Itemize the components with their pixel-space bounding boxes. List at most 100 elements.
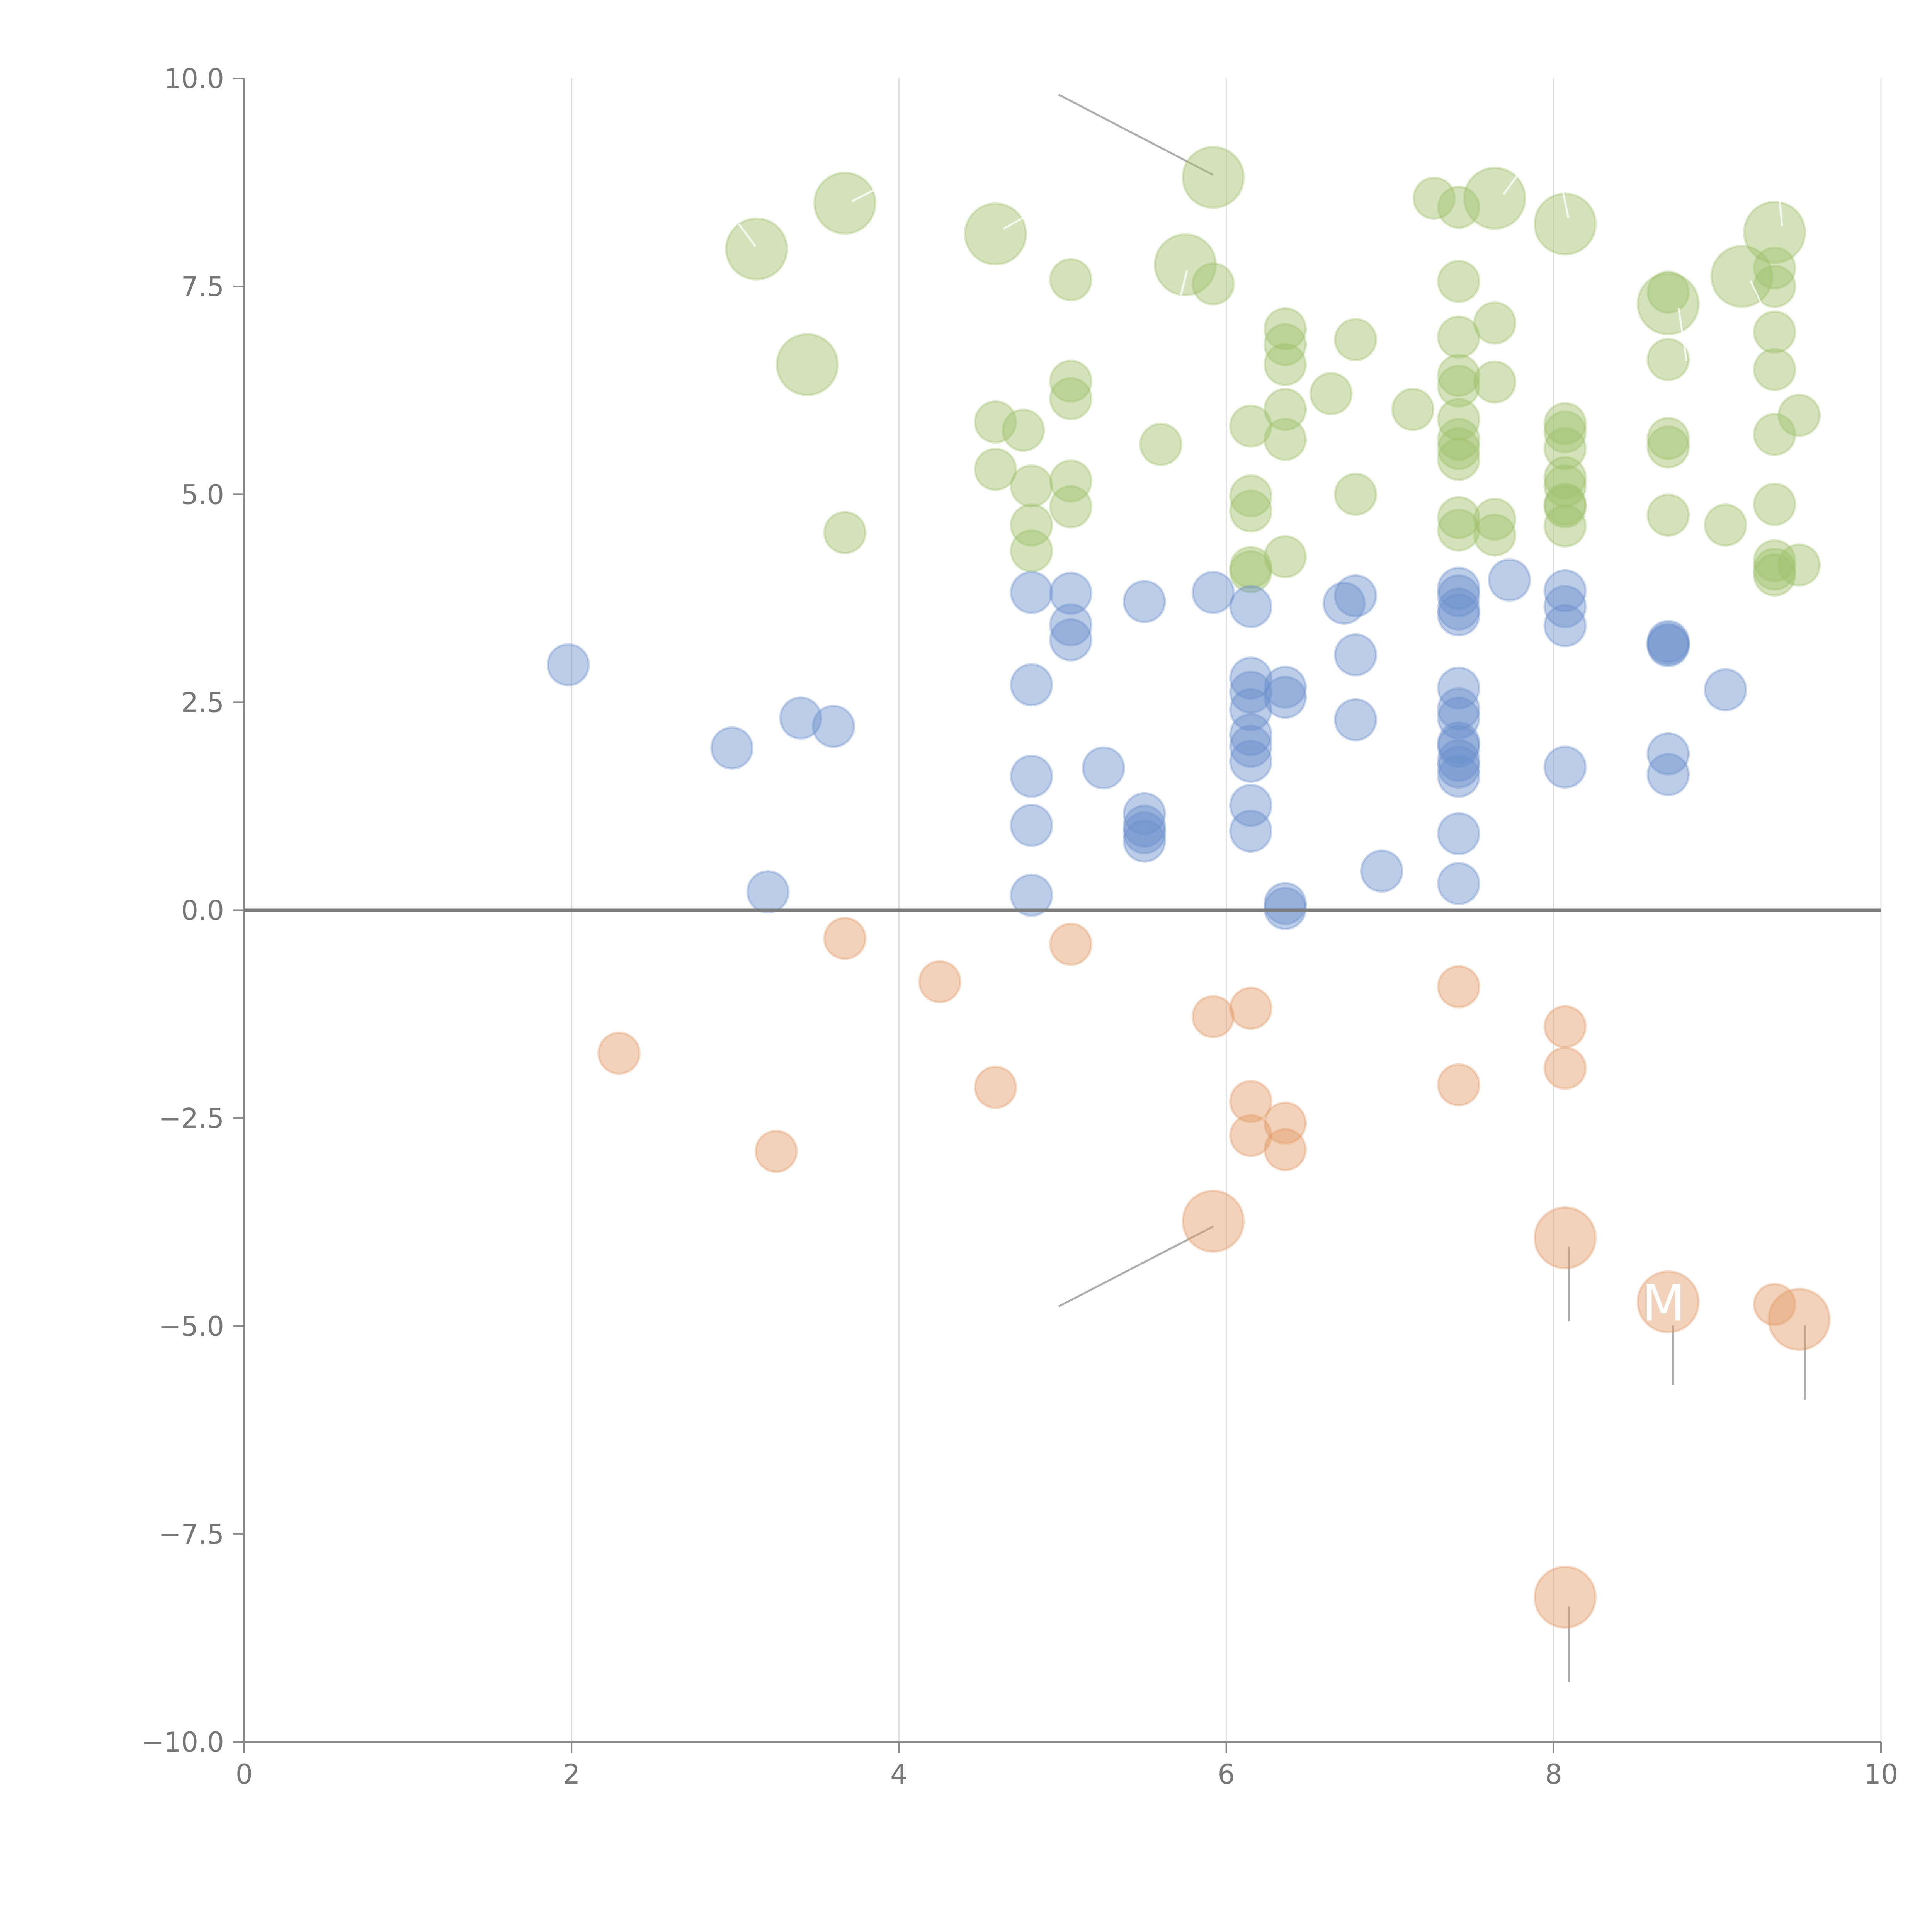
data-point-positive — [1543, 485, 1587, 529]
callout-line — [1749, 280, 1763, 306]
data-point-positive — [1437, 427, 1481, 470]
data-point-positive — [1229, 489, 1273, 533]
data-point-neutral — [1264, 675, 1307, 719]
y-tick-label: 0.0 — [181, 895, 224, 927]
data-point-neutral — [1334, 574, 1378, 617]
data-point-positive — [1264, 535, 1307, 578]
callout-line — [1778, 196, 1783, 227]
data-point-neutral — [1049, 618, 1093, 662]
data-point-neutral — [1437, 566, 1481, 610]
data-point-positive — [1473, 301, 1517, 345]
data-point-neutral — [1334, 633, 1378, 677]
data-point-neutral — [1334, 698, 1378, 742]
data-point-positive — [1543, 504, 1587, 548]
data-point-positive — [974, 400, 1017, 444]
data-point-positive — [1473, 360, 1517, 404]
callout-line — [1562, 192, 1570, 218]
data-point-positive — [1704, 503, 1747, 547]
data-point-neutral — [1229, 724, 1273, 768]
data-point-neutral — [1010, 754, 1053, 798]
data-point-negative — [1264, 1101, 1307, 1145]
y-tick-label: −10.0 — [141, 1726, 224, 1758]
data-point-neutral — [1437, 812, 1481, 855]
data-point-positive — [1264, 343, 1307, 386]
data-point-neutral — [1010, 873, 1053, 917]
data-point-negative — [1533, 1565, 1597, 1629]
data-point-neutral — [1229, 810, 1273, 853]
data-point-positive — [1753, 548, 1796, 591]
data-point-negative — [1229, 986, 1273, 1030]
data-point-neutral — [1437, 745, 1481, 789]
data-point-negative — [1229, 1080, 1273, 1123]
axes: 0 2 4 6 8 10 10.0 7.5 5.0 2.5 0.0 −2.5 −5.0 −7.5 −10.0 — [141, 63, 1898, 1790]
data-point-neutral — [546, 643, 590, 687]
data-point-positive — [1533, 192, 1597, 256]
data-point-positive — [1543, 483, 1587, 526]
data-point-positive — [1463, 167, 1526, 230]
data-point-positive — [1334, 473, 1378, 516]
data-point-neutral — [1010, 663, 1053, 707]
data-point-positive — [1437, 437, 1481, 481]
data-point-neutral — [1543, 585, 1587, 628]
data-point-positive — [1049, 258, 1093, 301]
data-point-neutral — [1122, 819, 1166, 863]
data-point-negative — [1533, 1206, 1597, 1270]
data-point-positive — [1753, 246, 1796, 290]
data-point-negative — [823, 917, 867, 960]
bubble-label: M — [1642, 1274, 1685, 1332]
data-point-positive — [1049, 459, 1093, 503]
data-point-negative — [597, 1031, 641, 1075]
data-point-negative — [1636, 1270, 1700, 1333]
data-point-positive — [1309, 372, 1353, 415]
data-point-positive — [1049, 359, 1093, 403]
data-point-negative — [1437, 1063, 1481, 1107]
data-point-positive — [1753, 553, 1796, 597]
data-point-neutral — [1264, 887, 1307, 930]
data-point-positive — [1049, 485, 1093, 529]
data-point-neutral — [1646, 624, 1690, 667]
y-tick-label: 5.0 — [181, 479, 224, 510]
data-point-positive — [1543, 427, 1587, 470]
data-point-neutral — [1543, 745, 1587, 789]
callout-line — [1003, 214, 1029, 230]
data-point-neutral — [1229, 784, 1273, 827]
data-point-positive — [1743, 201, 1806, 264]
data-point-neutral — [1049, 603, 1093, 647]
data-point-negative — [1543, 1005, 1587, 1048]
data-point-neutral — [1437, 754, 1481, 798]
y-tick-label: −7.5 — [158, 1519, 224, 1550]
data-point-positive — [1229, 546, 1273, 589]
data-point-positive — [1229, 550, 1273, 594]
data-point-neutral — [1543, 569, 1587, 612]
data-point-negative — [1182, 1189, 1245, 1253]
data-point-neutral — [1229, 740, 1273, 783]
data-point-neutral — [1437, 687, 1481, 731]
data-point-neutral — [710, 726, 754, 770]
data-point-neutral — [1437, 696, 1481, 740]
data-point-positive — [1264, 418, 1307, 461]
data-point-negative — [918, 960, 962, 1003]
data-point-positive — [964, 202, 1027, 266]
data-point-positive — [1753, 539, 1796, 583]
data-point-neutral — [1646, 622, 1690, 666]
data-point-positive — [1646, 338, 1690, 381]
data-point-neutral — [1082, 746, 1125, 790]
data-point-negative — [1191, 995, 1235, 1038]
data-point-positive — [776, 333, 839, 396]
x-tick-label: 10 — [1864, 1759, 1898, 1790]
data-point-neutral — [1437, 574, 1481, 617]
data-point-neutral — [1437, 593, 1481, 637]
data-point-positive — [1002, 408, 1045, 452]
data-point-positive — [1437, 315, 1481, 359]
data-point-neutral — [1646, 620, 1690, 663]
data-point-neutral — [1437, 587, 1481, 631]
data-point-positive — [1229, 474, 1273, 518]
callout-line — [1677, 308, 1688, 361]
data-point-positive — [1646, 417, 1690, 460]
data-point-neutral — [812, 704, 855, 748]
data-point-positive — [823, 511, 867, 554]
data-point-positive — [1229, 404, 1273, 448]
inner-callout-lines — [738, 173, 1783, 361]
x-tick-label: 6 — [1218, 1759, 1235, 1790]
